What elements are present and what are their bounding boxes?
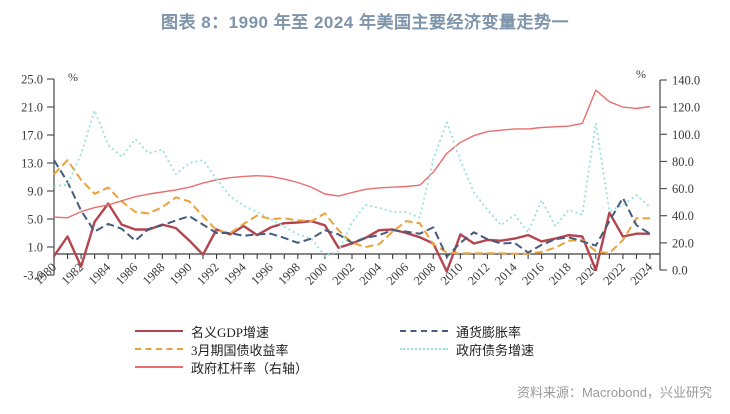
svg-text:21.0: 21.0 <box>21 101 43 115</box>
svg-text:2002: 2002 <box>330 260 358 288</box>
svg-text:1980: 1980 <box>32 260 60 288</box>
svg-text:1.0: 1.0 <box>27 241 43 255</box>
series-line-2 <box>53 89 651 219</box>
svg-text:%: % <box>636 67 646 81</box>
legend-label-nominal-gdp: 名义GDP增速 <box>191 324 270 340</box>
svg-text:2008: 2008 <box>411 260 439 288</box>
svg-text:140.0: 140.0 <box>672 74 700 88</box>
legend-column-left: 名义GDP增速 3月期国债收益率 政府杠杆率（右轴） <box>135 322 308 376</box>
svg-text:1986: 1986 <box>113 260 141 288</box>
legend-line-swatch-tbill-icon <box>135 348 183 350</box>
svg-text:2024: 2024 <box>628 260 656 288</box>
svg-text:100.0: 100.0 <box>672 128 700 142</box>
svg-text:1984: 1984 <box>86 260 114 288</box>
svg-text:2018: 2018 <box>546 260 574 288</box>
svg-text:25.0: 25.0 <box>21 73 43 87</box>
svg-text:17.0: 17.0 <box>21 129 43 143</box>
legend-item-nominal-gdp: 名义GDP增速 <box>135 322 308 340</box>
svg-text:-3.0: -3.0 <box>23 269 43 283</box>
legend-line-swatch-debt-growth-icon <box>400 348 448 350</box>
source-note: 资料来源：Macrobond，兴业研究 <box>516 385 712 400</box>
svg-text:1998: 1998 <box>275 260 303 288</box>
svg-text:60.0: 60.0 <box>672 182 694 196</box>
svg-text:1992: 1992 <box>194 260 222 288</box>
legend-label-gov-debt-growth: 政府债务增速 <box>456 342 535 358</box>
svg-text:1988: 1988 <box>140 260 168 288</box>
svg-text:5.0: 5.0 <box>27 213 43 227</box>
legend-item-gov-leverage: 政府杠杆率（右轴） <box>135 358 308 376</box>
legend-label-tbill-3m: 3月期国债收益率 <box>191 342 289 358</box>
svg-text:2014: 2014 <box>492 260 520 288</box>
svg-text:9.0: 9.0 <box>27 185 43 199</box>
legend-item-inflation: 通货膨胀率 <box>400 322 534 340</box>
svg-text:13.0: 13.0 <box>21 157 43 171</box>
svg-text:%: % <box>68 70 78 84</box>
svg-text:2016: 2016 <box>519 260 547 288</box>
svg-text:40.0: 40.0 <box>672 209 694 223</box>
svg-text:20.0: 20.0 <box>672 236 694 250</box>
svg-text:1994: 1994 <box>221 260 249 288</box>
svg-text:1996: 1996 <box>248 260 276 288</box>
legend-line-swatch-inflation-icon <box>400 330 448 332</box>
chart-title: 图表 8：1990 年至 2024 年美国主要经济变量走势一 <box>161 13 569 32</box>
legend-line-swatch-gdp-icon <box>135 330 183 332</box>
svg-text:2012: 2012 <box>465 260 493 288</box>
svg-text:80.0: 80.0 <box>672 155 694 169</box>
svg-text:2004: 2004 <box>357 260 385 288</box>
legend-label-inflation: 通货膨胀率 <box>456 324 522 340</box>
svg-text:2022: 2022 <box>600 260 628 288</box>
series-line-3 <box>53 159 651 258</box>
legend-line-swatch-leverage-icon <box>135 366 183 368</box>
svg-text:120.0: 120.0 <box>672 101 700 115</box>
legend-item-gov-debt-growth: 政府债务增速 <box>400 340 534 358</box>
svg-text:2000: 2000 <box>302 260 330 288</box>
svg-text:0.0: 0.0 <box>672 264 688 278</box>
legend-column-right: 通货膨胀率 政府债务增速 <box>400 322 534 358</box>
legend-item-tbill-3m: 3月期国债收益率 <box>135 340 308 358</box>
svg-text:1990: 1990 <box>167 260 195 288</box>
legend-label-gov-leverage: 政府杠杆率（右轴） <box>191 360 309 376</box>
series-line-4 <box>53 109 651 258</box>
series-line-1 <box>53 159 650 255</box>
svg-text:2006: 2006 <box>384 260 412 288</box>
